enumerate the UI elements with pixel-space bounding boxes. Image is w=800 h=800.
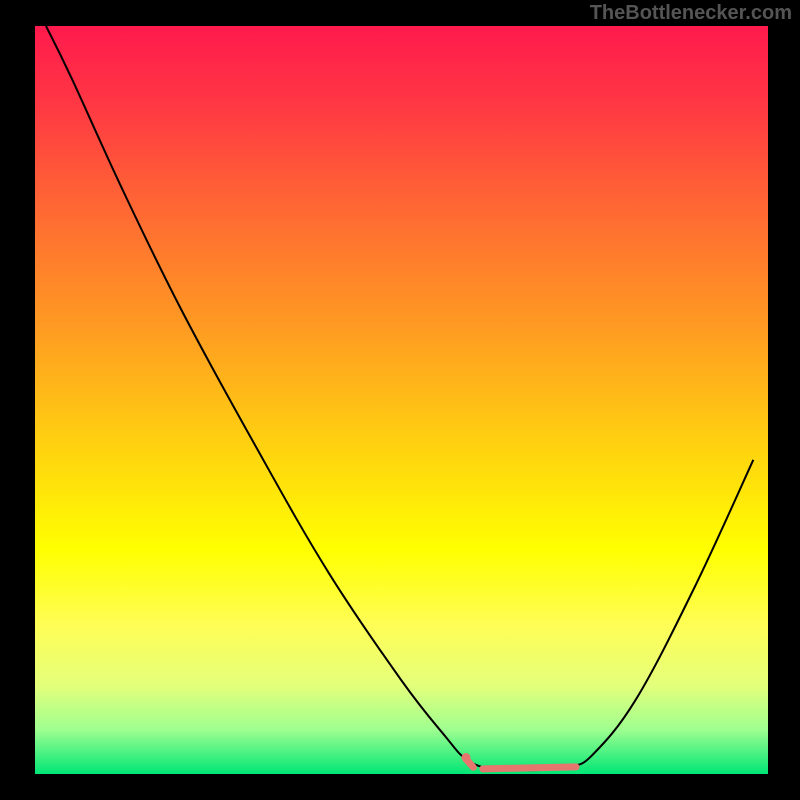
optimal-band-segment (483, 767, 576, 769)
optimal-band-start-marker (462, 753, 471, 762)
bottleneck-chart (0, 0, 800, 800)
watermark-text: TheBottlenecker.com (590, 2, 792, 25)
